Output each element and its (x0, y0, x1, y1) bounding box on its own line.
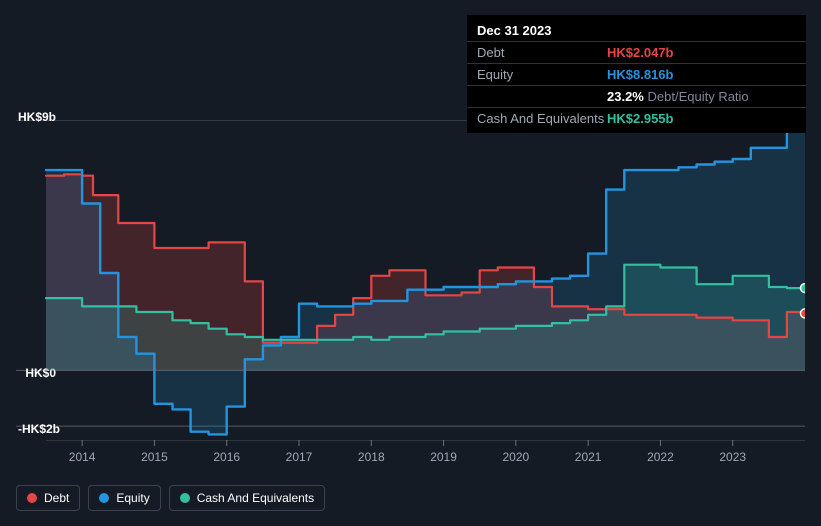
tooltip-date: Dec 31 2023 (467, 19, 806, 41)
x-axis-tick: 2023 (719, 450, 746, 464)
tooltip-row-debt: Debt HK$2.047b (467, 41, 806, 63)
chart-container: Dec 31 2023 Debt HK$2.047b Equity HK$8.8… (0, 0, 821, 526)
legend-dot (27, 493, 37, 503)
x-axis-tick: 2019 (430, 450, 457, 464)
chart-area[interactable]: HK$9b HK$0 -HK$2b (16, 120, 805, 460)
tooltip-value: HK$8.816b (607, 67, 673, 82)
x-axis-tick: 2021 (575, 450, 602, 464)
x-axis-tick: 2014 (69, 450, 96, 464)
tooltip-row-ratio: 23.2% Debt/Equity Ratio (467, 85, 806, 107)
tooltip-value: HK$2.047b (607, 45, 673, 60)
legend-dot (99, 493, 109, 503)
legend-item-equity[interactable]: Equity (88, 485, 160, 511)
chart-svg (16, 120, 805, 460)
tooltip-label: Cash And Equivalents (477, 111, 607, 126)
tooltip-row-equity: Equity HK$8.816b (467, 63, 806, 85)
tooltip-label: Equity (477, 67, 607, 82)
legend-label: Equity (116, 491, 149, 505)
x-axis-tick: 2016 (213, 450, 240, 464)
tooltip-label (477, 89, 607, 104)
chart-tooltip: Dec 31 2023 Debt HK$2.047b Equity HK$8.8… (467, 15, 806, 133)
x-axis-tick: 2018 (358, 450, 385, 464)
legend-label: Cash And Equivalents (197, 491, 314, 505)
legend-dot (180, 493, 190, 503)
x-axis-tick: 2020 (502, 450, 529, 464)
ratio-suffix: Debt/Equity Ratio (648, 89, 749, 104)
x-axis-tick: 2015 (141, 450, 168, 464)
legend-item-debt[interactable]: Debt (16, 485, 80, 511)
x-axis-tick: 2022 (647, 450, 674, 464)
ratio-value: 23.2% (607, 89, 644, 104)
legend-item-cash[interactable]: Cash And Equivalents (169, 485, 325, 511)
tooltip-value: HK$2.955b (607, 111, 673, 126)
chart-legend: Debt Equity Cash And Equivalents (16, 485, 325, 511)
tooltip-label: Debt (477, 45, 607, 60)
legend-label: Debt (44, 491, 69, 505)
tooltip-value: 23.2% Debt/Equity Ratio (607, 89, 749, 104)
x-axis-tick: 2017 (286, 450, 313, 464)
tooltip-row-cash: Cash And Equivalents HK$2.955b (467, 107, 806, 129)
